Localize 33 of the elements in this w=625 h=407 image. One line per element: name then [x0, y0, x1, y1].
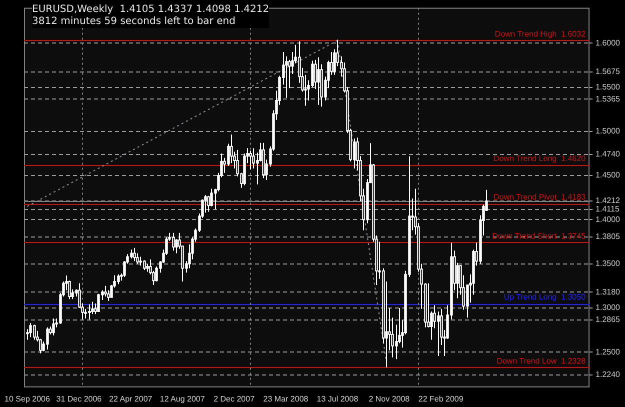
- ref-line-label: Down Trend Low 1.2328: [496, 356, 586, 366]
- ref-line-label: Down Trend Long 1.4620: [493, 154, 586, 164]
- x-tick-label: 23 Mar 2008: [263, 394, 309, 404]
- y-tick-label: 1.4000: [596, 214, 621, 224]
- y-tick-label: 1.3805: [596, 232, 621, 242]
- x-tick-label: 12 Aug 2007: [160, 394, 206, 404]
- y-tick-label: 1.2500: [596, 347, 621, 356]
- ref-line-label: Down Trend Pivot 1.4183: [493, 192, 586, 202]
- y-tick-label: 1.5500: [596, 82, 621, 92]
- x-tick-label: 13 Jul 2008: [316, 394, 359, 404]
- y-tick-label: 1.4115: [596, 204, 620, 214]
- y-tick-label: 1.5675: [596, 67, 621, 76]
- chart-title: EURUSD,Weekly 1.4105 1.4337 1.4098 1.4212: [32, 4, 270, 16]
- y-tick-label: 1.3180: [596, 287, 621, 296]
- x-tick-label: 31 Dec 2006: [56, 394, 102, 404]
- y-tick-label: 1.3500: [596, 259, 621, 268]
- y-tick-label: 1.6000: [596, 38, 621, 48]
- x-tick-label: 10 Sep 2006: [4, 394, 50, 404]
- y-tick-label: 1.5365: [596, 94, 621, 104]
- y-tick-label: 1.2240: [596, 370, 621, 380]
- y-tick-label: 1.2865: [596, 315, 621, 324]
- annotation: 3812 minutes 59 seconds left to bar end: [32, 16, 236, 28]
- y-tick-label: 1.4740: [596, 150, 621, 159]
- x-tick-label: 22 Apr 2007: [109, 394, 153, 404]
- y-tick-label: 1.3000: [596, 303, 621, 312]
- ref-line-label: Down Trend High 1.6032: [494, 29, 586, 38]
- x-tick-label: 2 Dec 2007: [214, 394, 256, 404]
- x-tick-label: 2 Nov 2008: [368, 394, 410, 404]
- x-tick-label: 22 Feb 2009: [418, 394, 464, 404]
- y-tick-label: 1.5000: [596, 126, 621, 136]
- ref-line-label: Up Trend Long 1.3050: [504, 292, 586, 302]
- y-tick-label: 1.4212: [596, 196, 621, 206]
- y-tick-label: 1.4500: [596, 170, 621, 180]
